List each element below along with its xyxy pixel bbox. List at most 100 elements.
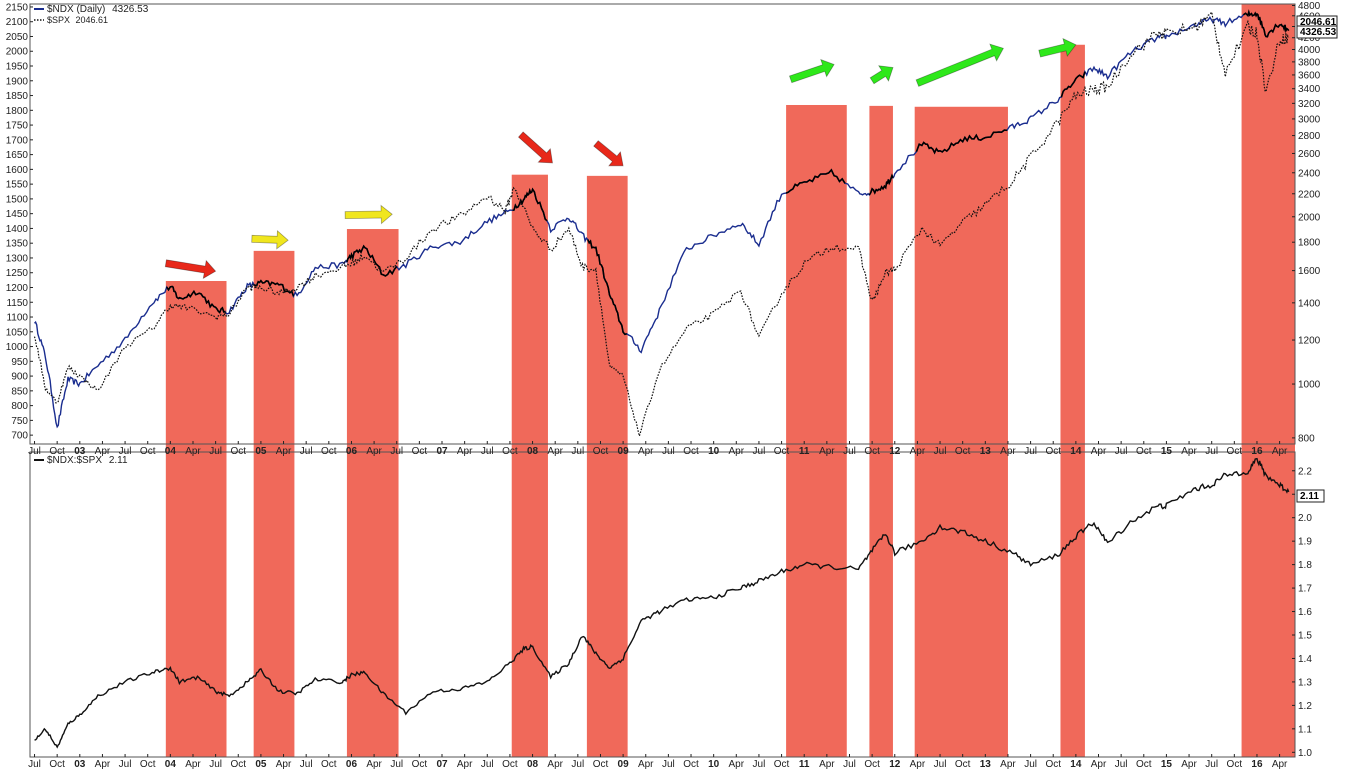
ratio-x-tick-label: 09 [618,759,630,770]
ratio-x-tick-label: Apr [547,759,563,770]
ratio-x-tick-label: Oct [955,759,971,770]
right-tick-label: 2000 [1298,212,1321,223]
ratio-legend: $NDX:$SPX 2.11 [34,455,128,466]
price-x-tick-label: 16 [1251,446,1263,457]
right-tick-label: 3600 [1298,70,1321,81]
ratio-x-tick-label: Apr [1091,759,1107,770]
ndx-highlight-segment-7 [868,173,894,196]
ndx-highlight-segment-4 [512,187,548,222]
ratio-last-value: 2.11 [1300,491,1319,502]
price-x-tick-label: Apr [547,446,563,457]
left-tick-label: 950 [11,357,28,368]
price-x-tick-label: Jul [753,446,766,457]
price-x-tick-label: 06 [346,446,358,457]
price-x-tick-label: 14 [1070,446,1082,457]
ratio-x-tick-label: Oct [774,759,790,770]
highlight-band-4 [511,174,548,757]
ratio-x-tick-label: 05 [255,759,267,770]
ratio-tick-label: 1.8 [1298,560,1312,571]
price-x-tick-label: Jul [390,446,403,457]
price-x-tick-label: 11 [799,446,810,457]
left-tick-label: 2050 [6,32,29,43]
ratio-x-tick-label: Jul [28,759,41,770]
ratio-tick-label: 1.0 [1298,748,1312,759]
ndx-legend-value: 4326.53 [112,4,149,15]
ndx-highlight-segment-1 [166,285,226,314]
price-x-tick-label: 04 [165,446,177,457]
ratio-x-tick-label: 03 [74,759,86,770]
ndx-highlight-segment-10 [1242,9,1290,38]
ratio-x-tick-label: 16 [1251,759,1263,770]
right-tick-label: 1400 [1298,298,1321,309]
price-x-tick-label: 03 [74,446,86,457]
ratio-x-tick-label: Oct [1227,759,1243,770]
left-tick-label: 1150 [6,298,28,309]
left-tick-label: 1350 [6,239,29,250]
left-tick-label: 1850 [6,91,29,102]
price-x-tick-label: Jul [843,446,856,457]
price-x-tick-label: Oct [1045,446,1061,457]
price-x-tick-label: Oct [1227,446,1243,457]
left-tick-label: 800 [11,401,28,412]
price-panel-frame [29,3,1296,445]
ratio-tick-label: 2.0 [1298,513,1312,524]
price-x-tick-label: Jul [1024,446,1037,457]
ratio-tick-label: 1.3 [1298,677,1312,688]
left-tick-label: 1250 [6,268,29,279]
ratio-x-tick-label: Oct [49,759,65,770]
highlight-band-1 [165,280,227,757]
price-x-tick-label: Apr [457,446,473,457]
left-tick-label: 1750 [6,121,29,132]
annotation-arrow-9 [1038,37,1077,58]
ratio-x-tick-label: Oct [140,759,156,770]
right-tick-label: 1200 [1298,336,1321,347]
ratio-x-tick-label: Apr [910,759,926,770]
ratio-x-tick-label: Apr [729,759,745,770]
right-tick-label: 4800 [1298,1,1321,12]
price-x-tick-label: Jul [300,446,313,457]
left-tick-label: 700 [11,431,28,442]
price-x-tick-label: Oct [49,446,65,457]
annotation-arrows [164,37,1077,280]
ratio-panel-frame [29,451,1296,758]
price-x-tick-label: 05 [255,446,267,457]
ndx-highlight-segment-2 [253,279,295,297]
ratio-x-tick-label: Jul [934,759,947,770]
ratio-tick-label: 2.2 [1298,466,1312,477]
highlight-band-5 [586,175,628,757]
ratio-x-tick-label: Oct [502,759,518,770]
ratio-x-tick-label: 08 [527,759,539,770]
annotation-arrow-4 [517,131,553,164]
annotation-arrow-1 [164,259,217,280]
price-series [33,9,1290,439]
ratio-x-tick-label: Apr [185,759,201,770]
ratio-x-tick-label: Oct [593,759,609,770]
price-x-tick-label: Apr [819,446,835,457]
annotation-arrow-8 [915,43,1004,87]
ratio-x-tick-label: Jul [571,759,584,770]
spx-legend-name: $SPX [47,15,70,25]
ratio-tick-label: 1.7 [1298,584,1312,595]
price-x-tick-label: 08 [527,446,539,457]
right-tick-label: 1800 [1298,238,1321,249]
ratio-x-tick-label: 12 [889,759,901,770]
ratio-x-tick-label: Apr [1000,759,1016,770]
spx-last-value: 2046.61 [1300,17,1337,28]
price-x-tick-label: Jul [1205,446,1218,457]
price-x-tick-label: Jul [662,446,675,457]
ratio-x-tick-label: 04 [165,759,177,770]
price-x-tick-label: Oct [412,446,428,457]
ratio-last-box [1296,489,1325,503]
right-tick-label: 4000 [1298,45,1321,56]
left-tick-label: 1550 [6,180,29,191]
ratio-x-tick-label: Jul [209,759,222,770]
spx-legend-value: 2046.61 [76,15,109,25]
left-tick-label: 1650 [6,150,29,161]
highlight-band-3 [346,229,399,757]
ratio-x-tick-label: Jul [1024,759,1037,770]
ratio-x-tick-label: 06 [346,759,358,770]
ratio-tick-label: 1.4 [1298,654,1312,665]
price-x-tick-label: Oct [321,446,337,457]
annotation-arrow-5 [593,140,624,167]
